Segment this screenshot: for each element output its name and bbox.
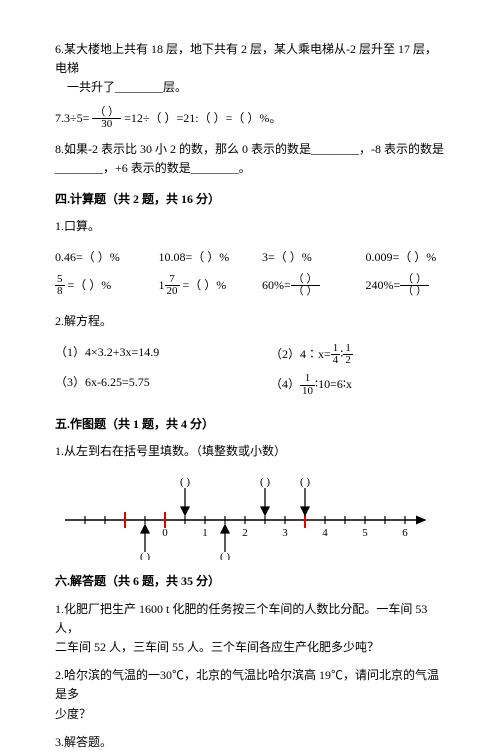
s6-q2-l2: 少度？ (55, 707, 91, 721)
s6-q2: 2.哈尔滨的气温的一30℃，北京的气温比哈尔滨高 19℃，请问北京的气温是多 少… (55, 666, 445, 724)
s6-q3: 3.解答题。 (55, 733, 445, 752)
section4-sub2: 2.解方程。 (55, 312, 445, 331)
q7: 7.3÷5= （ ）30 =12÷（ ）=21:（ ）=（ ）%。 (55, 107, 445, 131)
q6: 6.某大楼地上共有 18 层，地下共有 2 层，某人乘电梯从-2 层升至 17 … (55, 40, 445, 98)
tick-6: 6 (402, 527, 408, 539)
eq3: （3）6x-6.25=5.75 (55, 373, 230, 397)
section5-heading: 五.作图题（共 1 题，共 4 分） (55, 415, 445, 434)
eq-row2: （3）6x-6.25=5.75 （4）110∶10=6∶x (55, 373, 445, 397)
svg-text:( ): ( ) (180, 476, 190, 488)
svg-text:( ): ( ) (300, 476, 310, 488)
tick-5: 5 (362, 527, 368, 539)
number-line-svg: 0 1 2 3 4 5 6 ( ) ( ) ( ) ( ) ( ) (55, 470, 435, 560)
eq2: （2）4∶x=14∶12 (270, 343, 445, 367)
r1c1: 0.46=（ ）% (55, 248, 135, 267)
eq-row1: （1）4×3.2+3x=14.9 （2）4∶x=14∶12 (55, 343, 445, 367)
tick-1: 1 (202, 527, 208, 539)
s6-q1-l1: 1.化肥厂把生产 1600 t 化肥的任务按三个车间的人数比分配。一车间 53 … (55, 602, 427, 635)
q7-mid: =12÷（ ）=21:（ ）=（ ）%。 (124, 110, 281, 124)
s6-q2-l1: 2.哈尔滨的气温的一30℃，北京的气温比哈尔滨高 19℃，请问北京的气温是多 (55, 668, 439, 701)
s6-q1-l2: 二车间 52 人，三车间 55 人。三个车间各应生产化肥多少吨？ (55, 640, 379, 654)
section5-sub1: 1.从左到右在括号里填数。（填整数或小数） (55, 442, 445, 461)
r1c3: 3=（ ）% (262, 248, 342, 267)
section4-sub1: 1.口算。 (55, 217, 445, 236)
r1c4: 0.009=（ ）% (366, 248, 446, 267)
r2c1: 58 =（ ）% (55, 274, 135, 298)
q7-pre: 7.3÷5= (55, 110, 89, 124)
svg-text:( ): ( ) (220, 551, 230, 560)
q6-line1: 6.某大楼地上共有 18 层，地下共有 2 层，某人乘电梯从-2 层升至 17 … (55, 42, 437, 75)
q7-frac: （ ）30 (92, 107, 121, 131)
r1c2: 10.08=（ ）% (159, 248, 239, 267)
r2c2: 1720 =（ ）% (159, 274, 239, 298)
r2c4: 240%=（ ）（ ） (366, 274, 446, 298)
calc-row1: 0.46=（ ）% 10.08=（ ）% 3=（ ）% 0.009=（ ）% (55, 248, 445, 267)
s6-q1: 1.化肥厂把生产 1600 t 化肥的任务按三个车间的人数比分配。一车间 53 … (55, 600, 445, 658)
q8-line1: 8.如果-2 表示比 30 小 2 的数，那么 0 表示的数是________，… (55, 142, 444, 156)
svg-text:( ): ( ) (260, 476, 270, 488)
tick-3: 3 (282, 527, 288, 539)
tick-4: 4 (322, 527, 328, 539)
section4-heading: 四.计算题（共 2 题，共 16 分） (55, 190, 445, 209)
eq1: （1）4×3.2+3x=14.9 (55, 343, 230, 367)
calc-row2: 58 =（ ）% 1720 =（ ）% 60%=（ ）（ ） 240%=（ ）（… (55, 274, 445, 298)
eq4: （4）110∶10=6∶x (270, 373, 445, 397)
tick-2: 2 (242, 527, 248, 539)
svg-text:( ): ( ) (140, 551, 150, 560)
q8: 8.如果-2 表示比 30 小 2 的数，那么 0 表示的数是________，… (55, 140, 445, 178)
q6-line2: 一共升了________层。 (55, 80, 187, 94)
r2c3: 60%=（ ）（ ） (262, 274, 342, 298)
tick-0: 0 (162, 527, 168, 539)
section6-heading: 六.解答题（共 6 题，共 35 分） (55, 572, 445, 591)
q8-line2: ________，+6 表示的数是________。 (55, 161, 251, 175)
